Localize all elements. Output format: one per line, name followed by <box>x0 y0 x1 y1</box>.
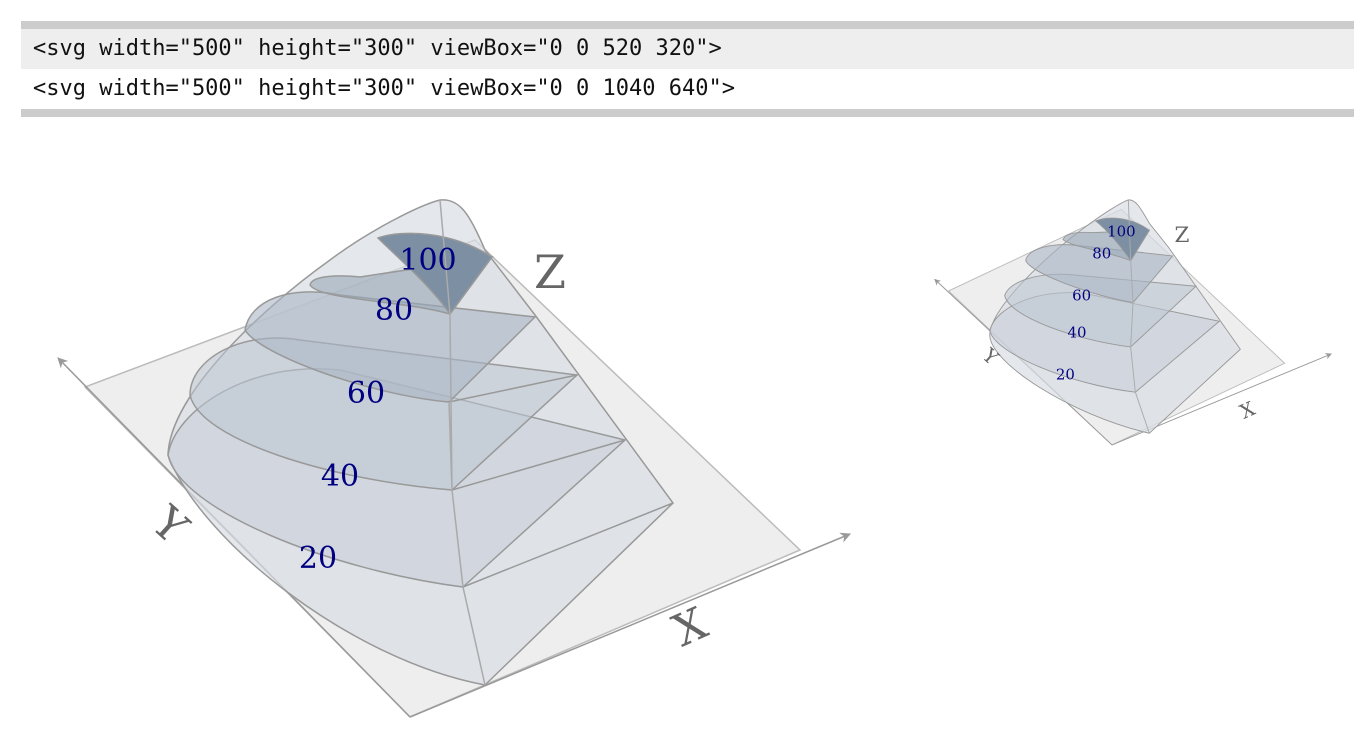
x-axis-label: X <box>666 598 716 658</box>
level-label-40: 40 <box>321 459 359 494</box>
level-label-60-small: 60 <box>1072 286 1091 304</box>
level-label-100: 100 <box>399 243 456 278</box>
level-label-40-small: 40 <box>1068 324 1087 342</box>
code-line-1: <svg width="500" height="300" viewBox="0… <box>21 29 1354 69</box>
level-60-slice <box>244 291 537 403</box>
code-line-2: <svg width="500" height="300" viewBox="0… <box>33 76 735 101</box>
level-label-20: 20 <box>299 541 337 576</box>
y-axis-label: Y <box>141 496 198 555</box>
level-100-cap <box>376 232 494 316</box>
level-label-20-small: 20 <box>1056 366 1075 384</box>
level-100-cap-small <box>1094 217 1150 262</box>
level-label-60: 60 <box>347 376 385 411</box>
figure-large: 20 40 60 80 100 Z Y X <box>57 199 851 718</box>
level-60-slice-small <box>1025 244 1174 304</box>
level-label-100-small: 100 <box>1107 222 1135 240</box>
ridge-lines-small <box>1127 199 1150 434</box>
level-label-80-small: 80 <box>1092 244 1111 262</box>
level-label-80: 80 <box>375 293 413 328</box>
x-axis-label-small: X <box>1236 397 1258 424</box>
code-block: <svg width="500" height="300" viewBox="0… <box>21 21 1354 117</box>
figure-small: 20 40 60 80 100 Z Y X <box>934 199 1332 446</box>
z-axis-label: Z <box>534 245 566 299</box>
ridge-lines <box>439 199 486 686</box>
z-axis-label-small: Z <box>1175 223 1190 248</box>
x-axis <box>409 532 851 718</box>
